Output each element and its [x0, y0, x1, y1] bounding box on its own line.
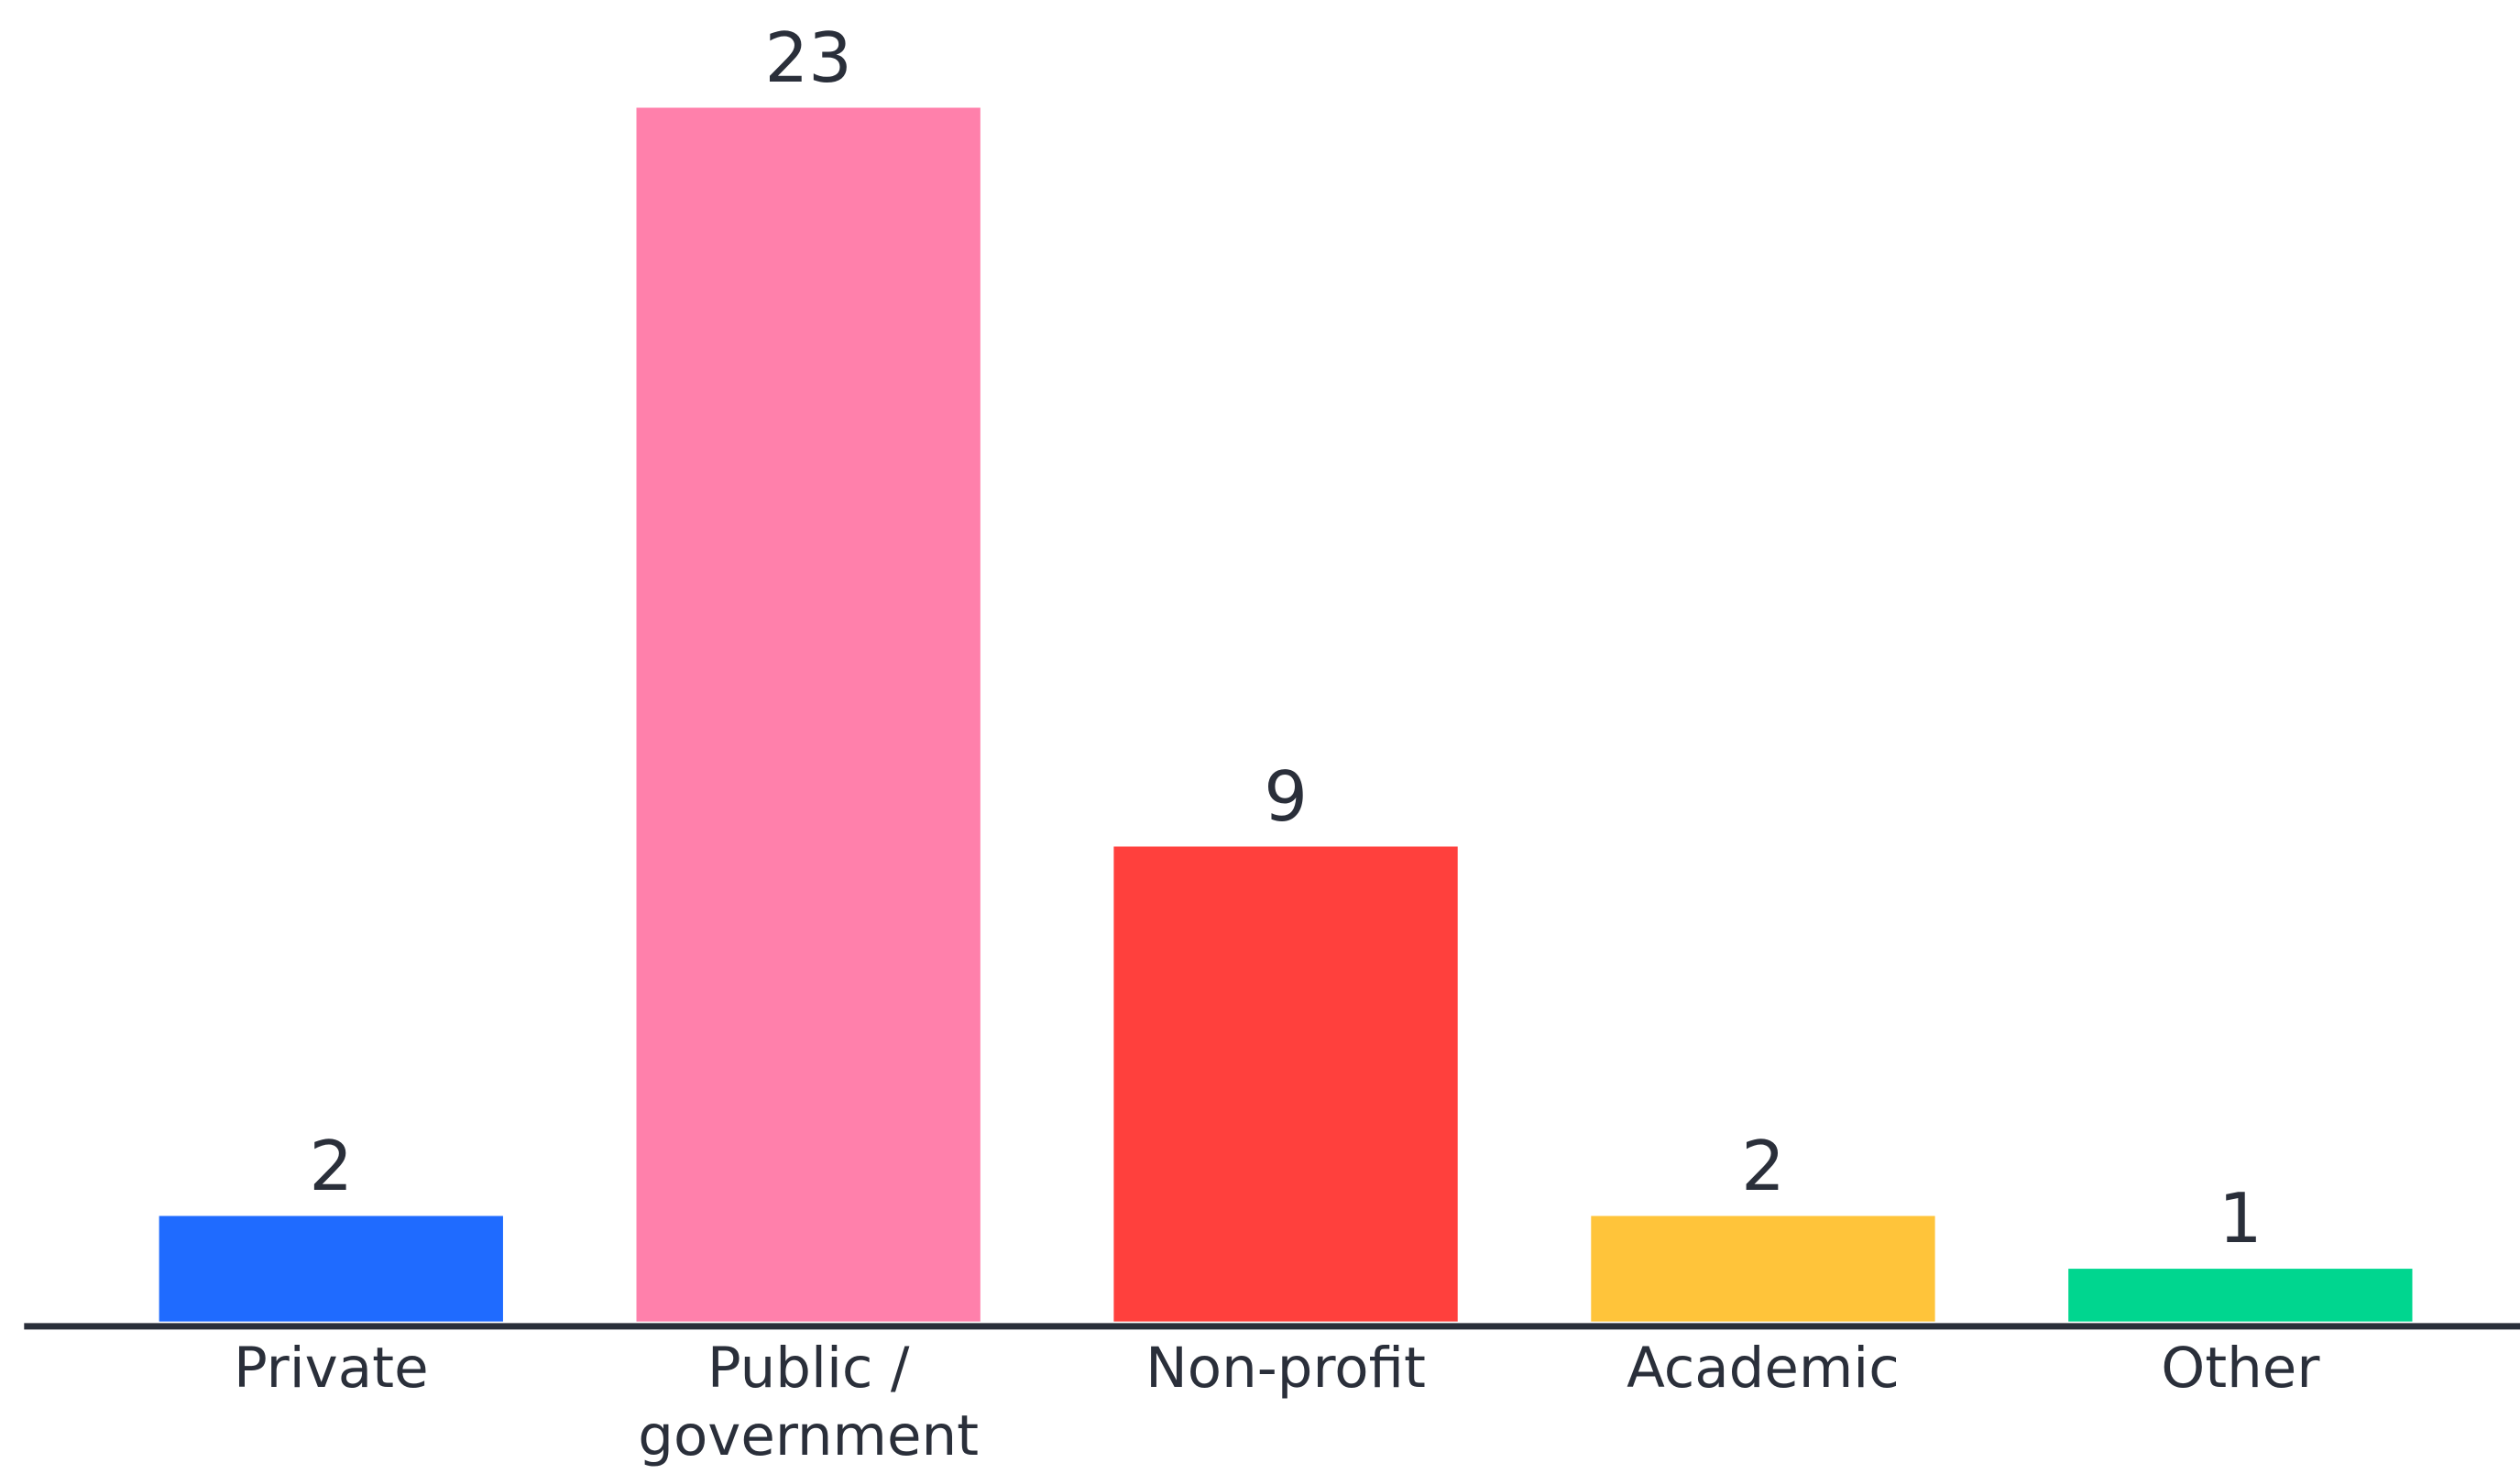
- value-label: 2: [1741, 1125, 1785, 1206]
- bar: [1113, 846, 1458, 1322]
- x-tick-label: Other: [2161, 1335, 2320, 1401]
- x-tick-label: Non-profit: [1145, 1335, 1426, 1401]
- value-label: 2: [309, 1125, 354, 1206]
- x-tick-label: Public / government: [638, 1335, 980, 1468]
- bar: [159, 1216, 503, 1322]
- value-label: 23: [764, 16, 852, 98]
- bar: [1591, 1216, 1935, 1322]
- bar: [636, 107, 981, 1322]
- value-label: 9: [1264, 755, 1308, 837]
- value-label: 1: [2218, 1178, 2263, 1260]
- x-tick-label: Academic: [1627, 1335, 1900, 1401]
- bar: [2068, 1269, 2413, 1322]
- x-tick-label: Private: [233, 1335, 429, 1401]
